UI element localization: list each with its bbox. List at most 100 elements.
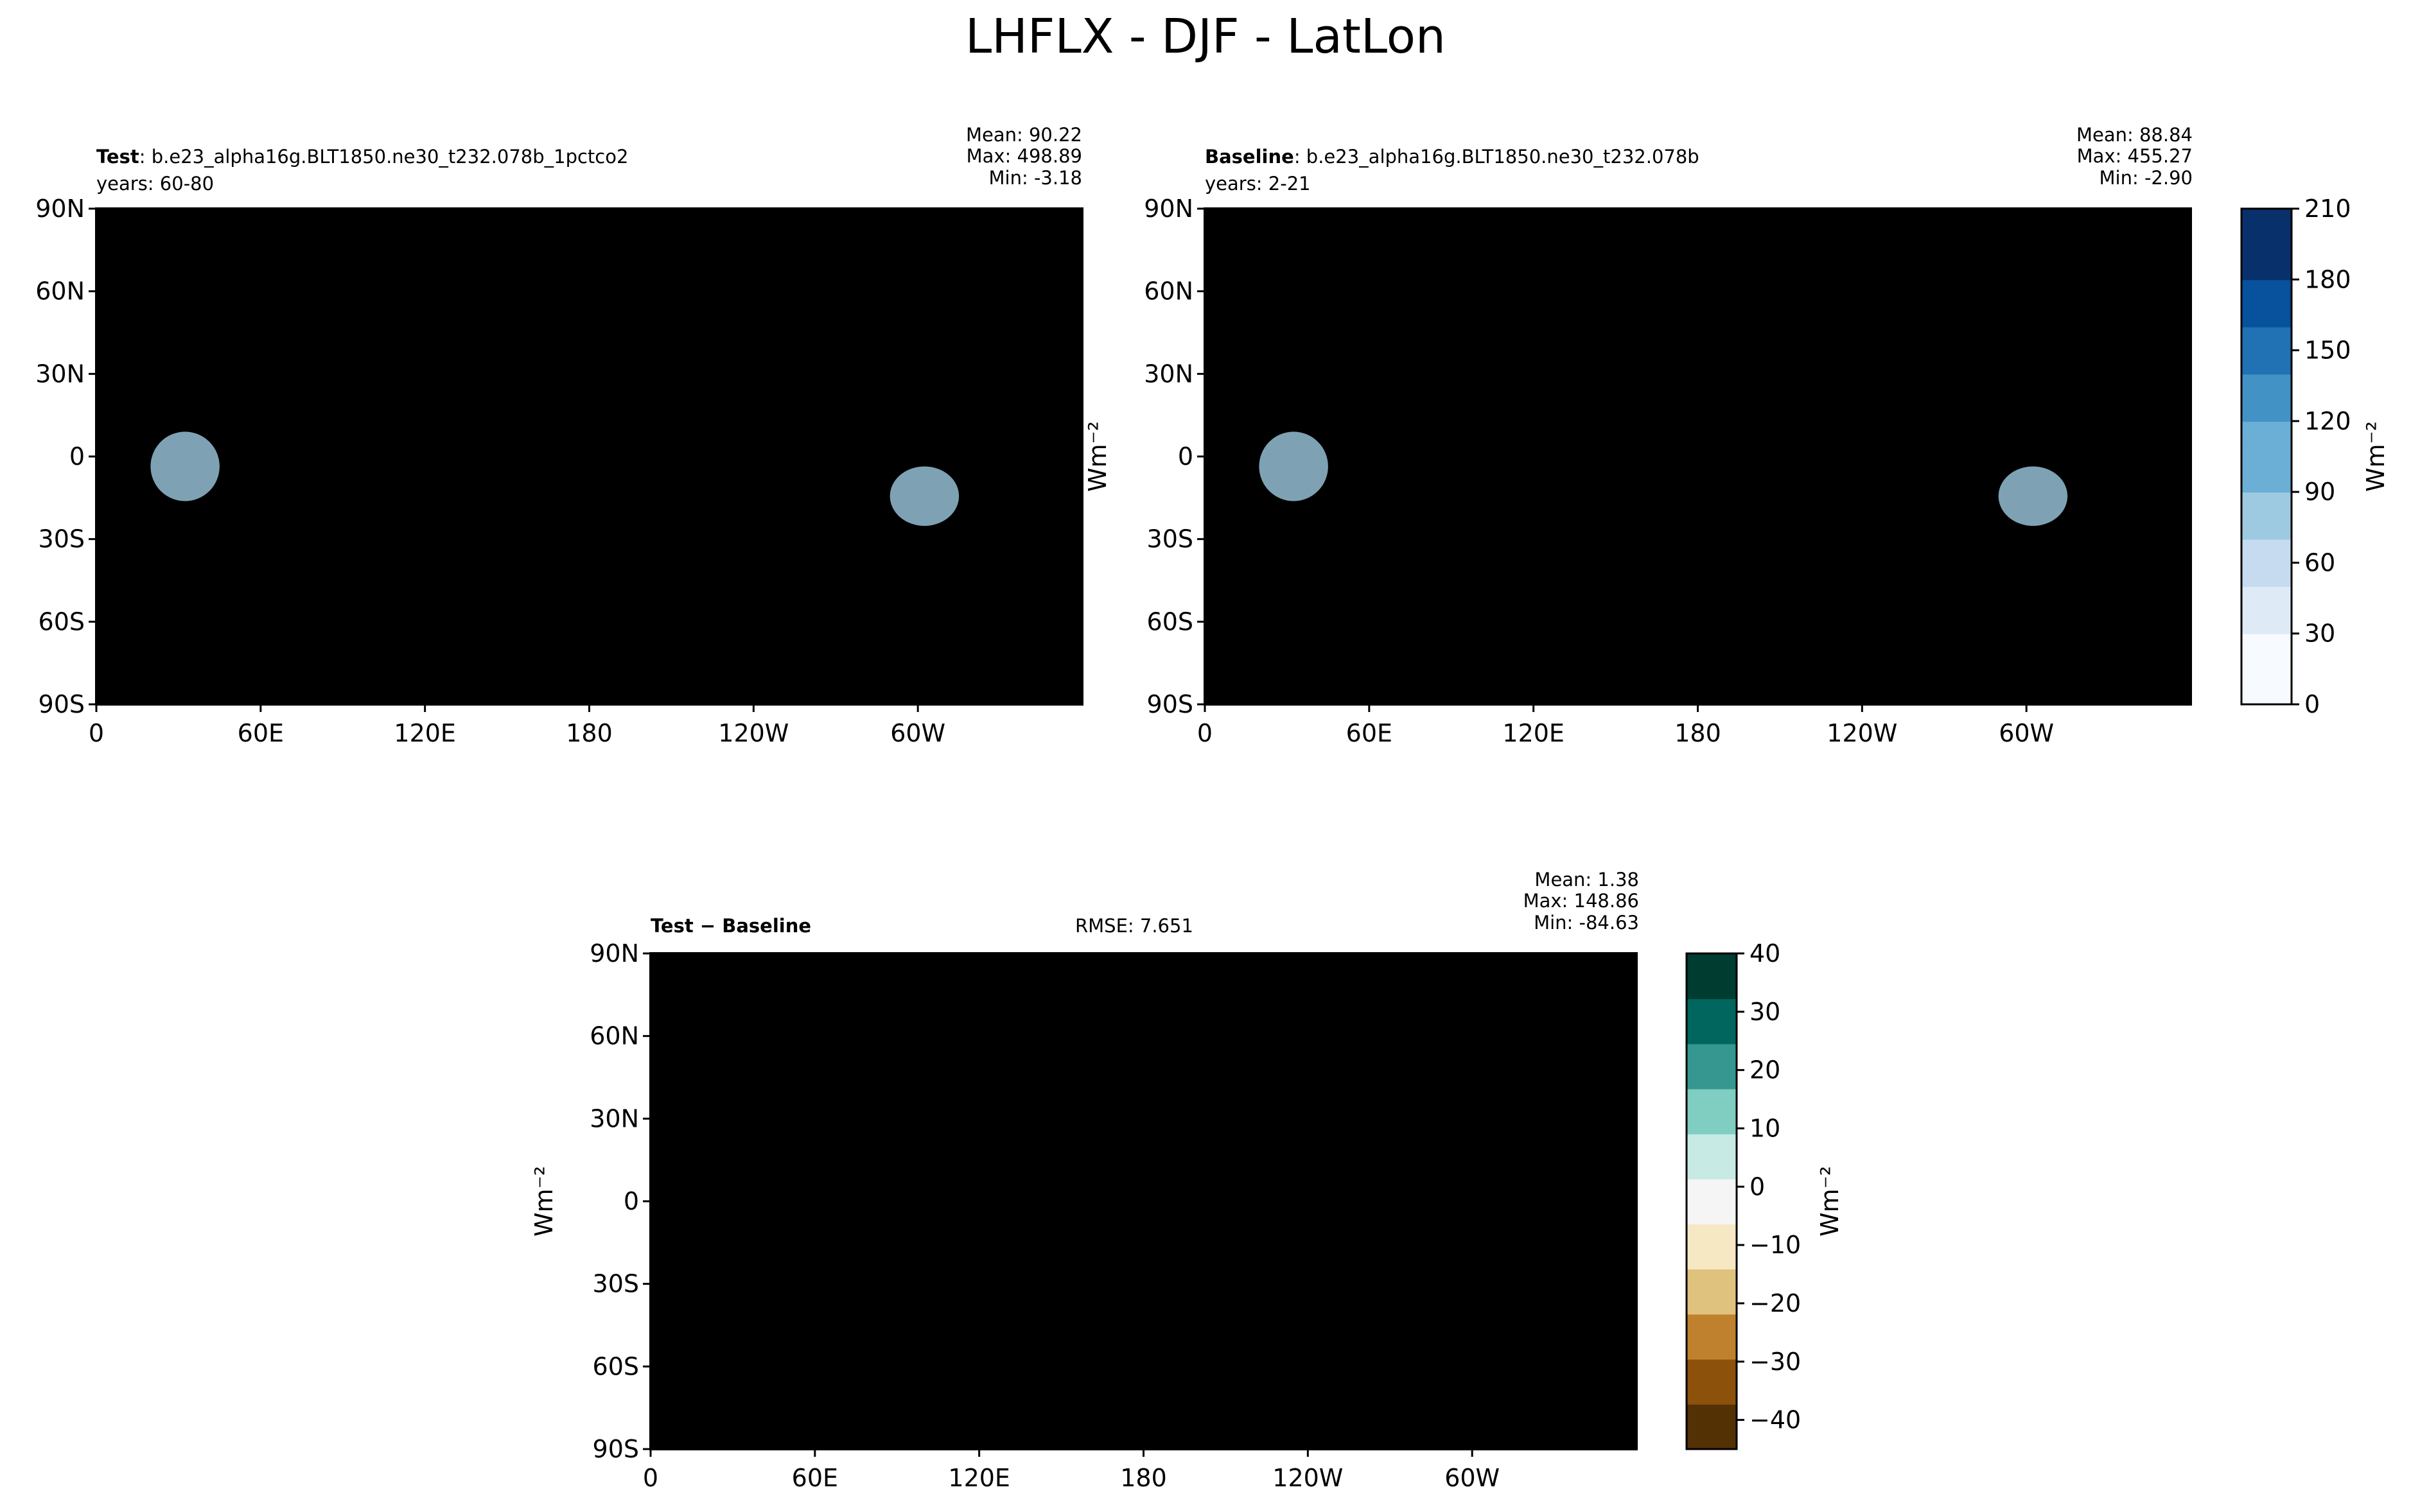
lon-tick-label: 120E bbox=[394, 719, 456, 747]
south-america-land-flux bbox=[1998, 466, 2068, 526]
colorbar-diff-step bbox=[1687, 1021, 1737, 1045]
colorbar-diff-step bbox=[1687, 1088, 1737, 1112]
colorbar-diff-tick-label: −20 bbox=[1749, 1289, 1801, 1317]
colorbar-diff-tick-label: 0 bbox=[1749, 1172, 1765, 1201]
colorbar-main-step bbox=[2241, 633, 2292, 658]
land bbox=[96, 223, 1082, 704]
lon-tick-label: 60W bbox=[890, 719, 945, 747]
africa-land-flux bbox=[150, 431, 220, 501]
test-stats: Mean: 90.22 Max: 498.89 Min: -3.18 bbox=[965, 124, 1082, 189]
colorbar-main-tick-label: 210 bbox=[2304, 195, 2351, 223]
colorbar-diff-step bbox=[1687, 1359, 1737, 1382]
colorbar-main-tick-label: 180 bbox=[2304, 265, 2351, 293]
baseline-mean: Mean: 88.84 bbox=[2076, 124, 2193, 146]
colorbar-diff-step bbox=[1687, 1178, 1737, 1202]
lat-tick-label: 60N bbox=[35, 277, 85, 306]
colorbar-main-step bbox=[2241, 609, 2292, 634]
colorbar-diff-step bbox=[1687, 1224, 1737, 1247]
diff-max: Max: 148.86 bbox=[1523, 890, 1639, 912]
lat-tick-label: 90S bbox=[593, 1435, 639, 1463]
colorbar-diff-step bbox=[1687, 1403, 1737, 1427]
colorbar-main-step bbox=[2241, 326, 2292, 351]
lat-tick-label: 90N bbox=[1144, 195, 1193, 223]
colorbar-main-step bbox=[2241, 350, 2292, 375]
lon-tick-label: 120W bbox=[1827, 719, 1897, 747]
colorbar-diff-step bbox=[1687, 1133, 1737, 1157]
baseline-max: Max: 455.27 bbox=[2076, 145, 2193, 168]
lon-tick-label: 180 bbox=[566, 719, 613, 747]
lat-tick-label: 0 bbox=[69, 442, 85, 471]
colorbar-main-step bbox=[2241, 421, 2292, 446]
colorbar-diff-step bbox=[1687, 1291, 1737, 1315]
lat-tick-label: 60S bbox=[39, 607, 85, 636]
lat-tick-label: 60N bbox=[590, 1022, 639, 1050]
colorbar-main-step bbox=[2241, 492, 2292, 516]
lon-tick-label: 180 bbox=[1120, 1464, 1167, 1492]
lat-tick-label: 90S bbox=[1147, 690, 1193, 718]
lat-tick-label: 90N bbox=[590, 939, 639, 968]
colorbar-diff-tick-label: −10 bbox=[1749, 1231, 1801, 1259]
lon-tick-label: 120W bbox=[718, 719, 789, 747]
colorbar-diff-tick-label: 20 bbox=[1749, 1056, 1780, 1084]
colorbar-diff-step bbox=[1687, 1314, 1737, 1337]
lat-tick-label: 90S bbox=[39, 690, 85, 718]
diff-map bbox=[649, 952, 1638, 1450]
lat-tick-label: 90N bbox=[35, 195, 85, 223]
colorbar-main-frame bbox=[2240, 207, 2293, 706]
baseline-label: Baseline: b.e23_alpha16g.BLT1850.ne30_t2… bbox=[1205, 146, 1699, 168]
test-label-bold: Test bbox=[96, 146, 139, 168]
colorbar-diff-step bbox=[1687, 1336, 1737, 1360]
baseline-label-case: : b.e23_alpha16g.BLT1850.ne30_t232.078b bbox=[1293, 146, 1699, 168]
lat-tick-label: 30N bbox=[590, 1104, 639, 1133]
lon-tick-label: 0 bbox=[1197, 719, 1213, 747]
diff-stats: Mean: 1.38 Max: 148.86 Min: -84.63 bbox=[1523, 869, 1639, 934]
colorbar-main-tick-label: 60 bbox=[2304, 548, 2335, 577]
test-mean: Mean: 90.22 bbox=[965, 124, 1082, 146]
colorbar-main-step bbox=[2241, 539, 2292, 564]
lat-tick-label: 30N bbox=[1144, 360, 1193, 388]
lon-tick-label: 60W bbox=[1999, 719, 2054, 747]
colorbar-diff-step bbox=[1687, 1426, 1737, 1450]
colorbar-main-step bbox=[2241, 209, 2292, 233]
land bbox=[1205, 223, 2191, 704]
colorbar-main-tick-label: 120 bbox=[2304, 407, 2351, 435]
test-min: Min: -3.18 bbox=[988, 166, 1082, 189]
test-max: Max: 498.89 bbox=[966, 145, 1082, 168]
baseline-years: years: 2-21 bbox=[1205, 173, 1311, 195]
colorbar-main-step bbox=[2241, 374, 2292, 399]
lon-tick-label: 0 bbox=[643, 1464, 658, 1492]
colorbar-main-step bbox=[2241, 657, 2292, 682]
africa-land-flux bbox=[1259, 431, 1328, 501]
colorbar-main-tick-label: 30 bbox=[2304, 620, 2335, 648]
colorbar-diff: 40 30 20 10 0 −10 −20 −30 −40 bbox=[1685, 939, 1801, 1450]
colorbar-diff-tick-label: 30 bbox=[1749, 998, 1780, 1026]
colorbar-main-tick-label: 0 bbox=[2304, 690, 2320, 718]
baseline-map bbox=[1204, 207, 2192, 706]
colorbar-main-step bbox=[2241, 279, 2292, 304]
diff-min: Min: -84.63 bbox=[1534, 911, 1639, 934]
lat-tick-label: 0 bbox=[624, 1187, 639, 1215]
south-america-land-flux bbox=[890, 466, 960, 526]
colorbar-main-step bbox=[2241, 681, 2292, 705]
colorbar-diff-step bbox=[1687, 1201, 1737, 1225]
lat-tick-label: 0 bbox=[1178, 442, 1193, 471]
colorbar-diff-step bbox=[1687, 1156, 1737, 1179]
diff-ylabel: Wm⁻² bbox=[530, 1166, 558, 1237]
lon-tick-label: 60E bbox=[238, 719, 284, 747]
diff-rmse: RMSE: 7.651 bbox=[1075, 915, 1193, 937]
test-map bbox=[95, 207, 1083, 706]
colorbar-diff-tick-label: −40 bbox=[1749, 1406, 1801, 1434]
lon-tick-label: 120W bbox=[1272, 1464, 1343, 1492]
figure-title: LHFLX - DJF - LatLon bbox=[965, 9, 1446, 64]
colorbar-diff-frame bbox=[1685, 952, 1738, 1450]
colorbar-main-tick-label: 90 bbox=[2304, 478, 2335, 506]
baseline-ylabel: Wm⁻² bbox=[1083, 421, 1112, 492]
colorbar-main-step bbox=[2241, 586, 2292, 611]
colorbar-diff-step bbox=[1687, 1381, 1737, 1405]
colorbar-main-step bbox=[2241, 397, 2292, 422]
colorbar-diff-label: Wm⁻² bbox=[1816, 1166, 1844, 1237]
lon-tick-label: 120E bbox=[948, 1464, 1010, 1492]
